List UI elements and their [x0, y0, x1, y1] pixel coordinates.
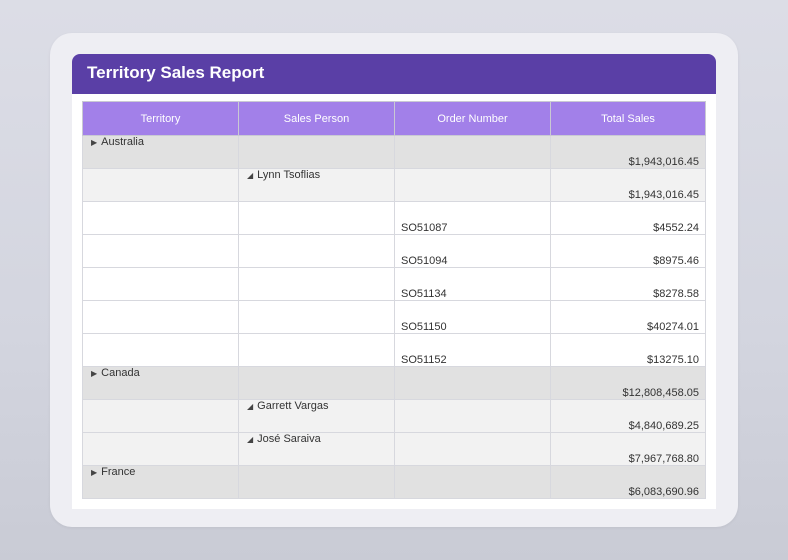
order-cell	[394, 366, 551, 400]
person-label: Lynn Tsoflias	[257, 169, 321, 181]
person-cell[interactable]: ◢ Lynn Tsoflias	[238, 168, 395, 202]
total-cell: $13275.10	[550, 333, 706, 367]
table-row-territory[interactable]: ▶ Canada $12,808,458.05	[82, 366, 706, 400]
order-cell: SO51152	[394, 333, 551, 367]
order-cell	[394, 465, 551, 499]
total-cell: $1,943,016.45	[550, 168, 706, 202]
total-cell: $12,808,458.05	[550, 366, 706, 400]
order-cell: SO51094	[394, 234, 551, 268]
person-cell	[238, 135, 395, 169]
territory-cell	[82, 399, 239, 433]
order-cell	[394, 168, 551, 202]
person-cell	[238, 300, 395, 334]
column-header-total-sales[interactable]: Total Sales	[550, 101, 706, 136]
territory-label: Australia	[101, 136, 144, 148]
territory-label: Canada	[101, 367, 140, 379]
triangle-right-icon[interactable]: ▶	[91, 468, 98, 477]
triangle-right-icon[interactable]: ▶	[91, 138, 98, 147]
column-header-order-number[interactable]: Order Number	[394, 101, 551, 136]
table-row-order: SO51152 $13275.10	[82, 333, 706, 367]
territory-cell	[82, 234, 239, 268]
table-row-person[interactable]: ◢ Garrett Vargas $4,840,689.25	[82, 399, 706, 433]
triangle-down-icon[interactable]: ◢	[247, 402, 254, 411]
territory-label: France	[101, 466, 136, 478]
person-cell	[238, 366, 395, 400]
table-row-territory[interactable]: ▶ Australia $1,943,016.45	[82, 135, 706, 169]
territory-cell	[82, 201, 239, 235]
order-cell	[394, 135, 551, 169]
order-cell	[394, 432, 551, 466]
sales-report-table: Territory Sales Person Order Number Tota…	[82, 101, 706, 499]
person-cell	[238, 267, 395, 301]
table-row-order: SO51150 $40274.01	[82, 300, 706, 334]
person-label: Garrett Vargas	[257, 400, 329, 412]
column-header-territory[interactable]: Territory	[82, 101, 239, 136]
person-cell	[238, 234, 395, 268]
total-cell: $6,083,690.96	[550, 465, 706, 499]
triangle-right-icon[interactable]: ▶	[91, 369, 98, 378]
territory-cell	[82, 267, 239, 301]
territory-cell	[82, 168, 239, 202]
total-cell: $1,943,016.45	[550, 135, 706, 169]
total-cell: $4,840,689.25	[550, 399, 706, 433]
table-row-order: SO51094 $8975.46	[82, 234, 706, 268]
total-cell: $7,967,768.80	[550, 432, 706, 466]
triangle-down-icon[interactable]: ◢	[247, 435, 254, 444]
person-cell	[238, 465, 395, 499]
report-title: Territory Sales Report	[72, 54, 716, 94]
table-row-order: SO51087 $4552.24	[82, 201, 706, 235]
order-cell	[394, 399, 551, 433]
total-cell: $4552.24	[550, 201, 706, 235]
table-row-territory[interactable]: ▶ France $6,083,690.96	[82, 465, 706, 499]
table-row-order: SO51134 $8278.58	[82, 267, 706, 301]
person-label: José Saraiva	[257, 433, 321, 445]
total-cell: $8278.58	[550, 267, 706, 301]
column-header-sales-person[interactable]: Sales Person	[238, 101, 395, 136]
territory-cell	[82, 432, 239, 466]
order-cell: SO51150	[394, 300, 551, 334]
person-cell[interactable]: ◢ Garrett Vargas	[238, 399, 395, 433]
order-cell: SO51087	[394, 201, 551, 235]
order-cell: SO51134	[394, 267, 551, 301]
person-cell[interactable]: ◢ José Saraiva	[238, 432, 395, 466]
triangle-down-icon[interactable]: ◢	[247, 171, 254, 180]
territory-cell[interactable]: ▶ Canada	[82, 366, 239, 400]
table-row-person[interactable]: ◢ José Saraiva $7,967,768.80	[82, 432, 706, 466]
total-cell: $40274.01	[550, 300, 706, 334]
territory-cell[interactable]: ▶ France	[82, 465, 239, 499]
territory-cell	[82, 333, 239, 367]
person-cell	[238, 201, 395, 235]
person-cell	[238, 333, 395, 367]
territory-cell	[82, 300, 239, 334]
table-row-person[interactable]: ◢ Lynn Tsoflias $1,943,016.45	[82, 168, 706, 202]
territory-cell[interactable]: ▶ Australia	[82, 135, 239, 169]
table-header-row: Territory Sales Person Order Number Tota…	[82, 101, 706, 136]
total-cell: $8975.46	[550, 234, 706, 268]
